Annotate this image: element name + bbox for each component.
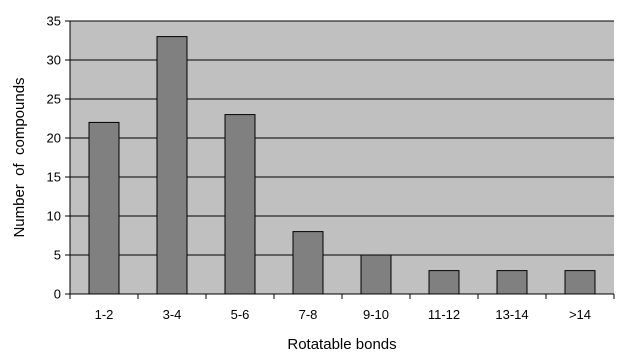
bar xyxy=(292,231,324,295)
x-tick-label: >14 xyxy=(569,307,591,322)
y-tick-label: 15 xyxy=(47,170,61,185)
bar xyxy=(496,270,528,295)
y-tick-label: 20 xyxy=(47,131,61,146)
y-tick-label: 25 xyxy=(47,92,61,107)
x-tick-label: 5-6 xyxy=(231,307,250,322)
y-axis-ticks: 0 5 10 15 20 25 30 35 xyxy=(47,14,70,302)
y-axis-title: Number of compounds xyxy=(11,77,28,237)
bars xyxy=(88,36,596,295)
y-tick-label: 35 xyxy=(47,14,61,29)
x-axis-title: Rotatable bonds xyxy=(287,336,396,353)
bar xyxy=(428,270,460,295)
bar xyxy=(360,254,392,295)
y-tick-label: 30 xyxy=(47,53,61,68)
bar xyxy=(224,114,256,295)
x-tick-label: 11-12 xyxy=(428,307,460,322)
y-tick-label: 5 xyxy=(54,248,61,263)
y-tick-label: 0 xyxy=(54,287,61,302)
x-tick-label: 1-2 xyxy=(95,307,114,322)
bar xyxy=(156,36,188,295)
x-tick-label: 9-10 xyxy=(363,307,389,322)
x-axis-ticks: 1-2 3-4 5-6 7-8 9-10 11-12 13-14 >14 xyxy=(69,294,615,322)
bar xyxy=(88,121,120,295)
plot-area xyxy=(70,21,614,294)
y-tick-label: 10 xyxy=(47,209,61,224)
x-tick-label: 7-8 xyxy=(299,307,318,322)
bar xyxy=(564,270,596,295)
x-tick-label: 3-4 xyxy=(163,307,182,322)
x-tick-label: 13-14 xyxy=(495,307,528,322)
